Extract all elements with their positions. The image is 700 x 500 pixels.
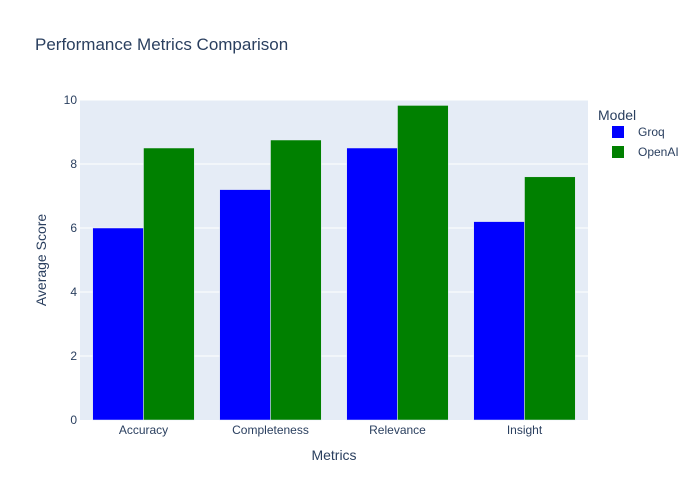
chart-title: Performance Metrics Comparison bbox=[35, 35, 288, 54]
bar-groq-insight bbox=[473, 221, 525, 421]
x-axis-title: Metrics bbox=[311, 447, 356, 463]
bars bbox=[92, 105, 576, 421]
legend-label-openai: OpenAI bbox=[638, 145, 679, 159]
x-tick-label: Insight bbox=[507, 423, 543, 437]
y-tick-label: 4 bbox=[70, 285, 77, 299]
x-tick-label: Completeness bbox=[232, 423, 309, 437]
bar-openai-relevance bbox=[397, 105, 449, 421]
y-tick-labels: 0 2 4 6 8 10 bbox=[64, 93, 78, 427]
legend-swatch-groq bbox=[612, 126, 624, 138]
x-tick-label: Relevance bbox=[369, 423, 426, 437]
bar-groq-accuracy bbox=[92, 227, 144, 421]
legend-label-groq: Groq bbox=[638, 125, 665, 139]
legend-title: Model bbox=[598, 107, 636, 123]
x-tick-labels: Accuracy Completeness Relevance Insight bbox=[119, 423, 543, 437]
legend-swatch-openai bbox=[612, 146, 624, 158]
legend: Model Groq OpenAI bbox=[598, 107, 679, 159]
bar-openai-accuracy bbox=[143, 147, 195, 421]
bar-groq-completeness bbox=[219, 189, 271, 421]
bar-openai-completeness bbox=[270, 139, 322, 421]
bar-openai-insight bbox=[524, 176, 576, 421]
y-tick-label: 10 bbox=[64, 93, 78, 107]
y-axis-title: Average Score bbox=[33, 214, 49, 307]
x-tick-label: Accuracy bbox=[119, 423, 168, 437]
y-tick-label: 8 bbox=[70, 157, 77, 171]
y-tick-label: 0 bbox=[70, 413, 77, 427]
y-tick-label: 2 bbox=[70, 349, 77, 363]
y-tick-label: 6 bbox=[70, 221, 77, 235]
bar-groq-relevance bbox=[346, 147, 398, 421]
